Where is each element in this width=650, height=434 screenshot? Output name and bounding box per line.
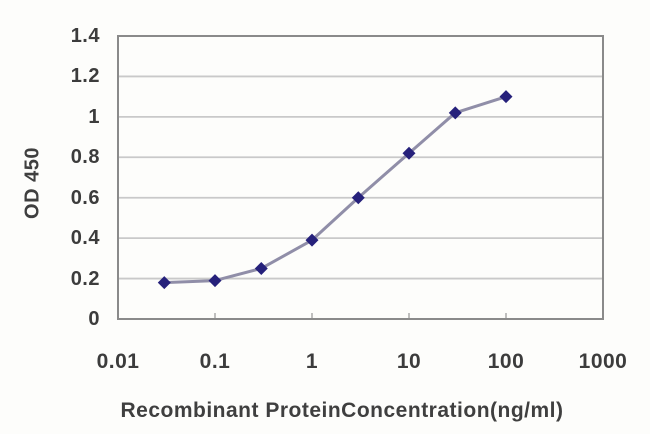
x-tick-label: 1 [305,350,319,373]
y-tick-label: 1 [88,105,100,128]
data-point-marker [305,233,319,247]
plot-border [117,35,604,320]
y-tick-label: 0 [88,308,100,330]
data-point-marker [402,146,416,160]
y-tick-label: 0.2 [70,267,100,290]
x-axis-title: Recombinant ProteinConcentration(ng/ml) [120,399,564,422]
x-tick-label: 100 [487,350,525,373]
x-tick-label: 0.1 [199,350,231,373]
x-tick-label: 1000 [578,350,628,373]
y-tick-label: 0.8 [70,146,100,169]
series-line [164,95,507,285]
x-tick-label: 0.01 [96,350,140,373]
x-tick-label: 10 [396,350,422,373]
data-point-marker [448,106,462,120]
y-tick-label: 1.4 [70,25,100,47]
data-point-marker [499,90,513,104]
data-point-marker [157,276,171,290]
y-tick-label: 0.6 [70,186,100,209]
data-point-marker [208,274,222,288]
y-axis-title: OD 450 [21,147,44,219]
data-point-marker [254,261,268,275]
y-tick-label: 0.4 [70,227,100,250]
data-point-marker [351,191,365,205]
y-tick-label: 1.2 [70,65,100,88]
